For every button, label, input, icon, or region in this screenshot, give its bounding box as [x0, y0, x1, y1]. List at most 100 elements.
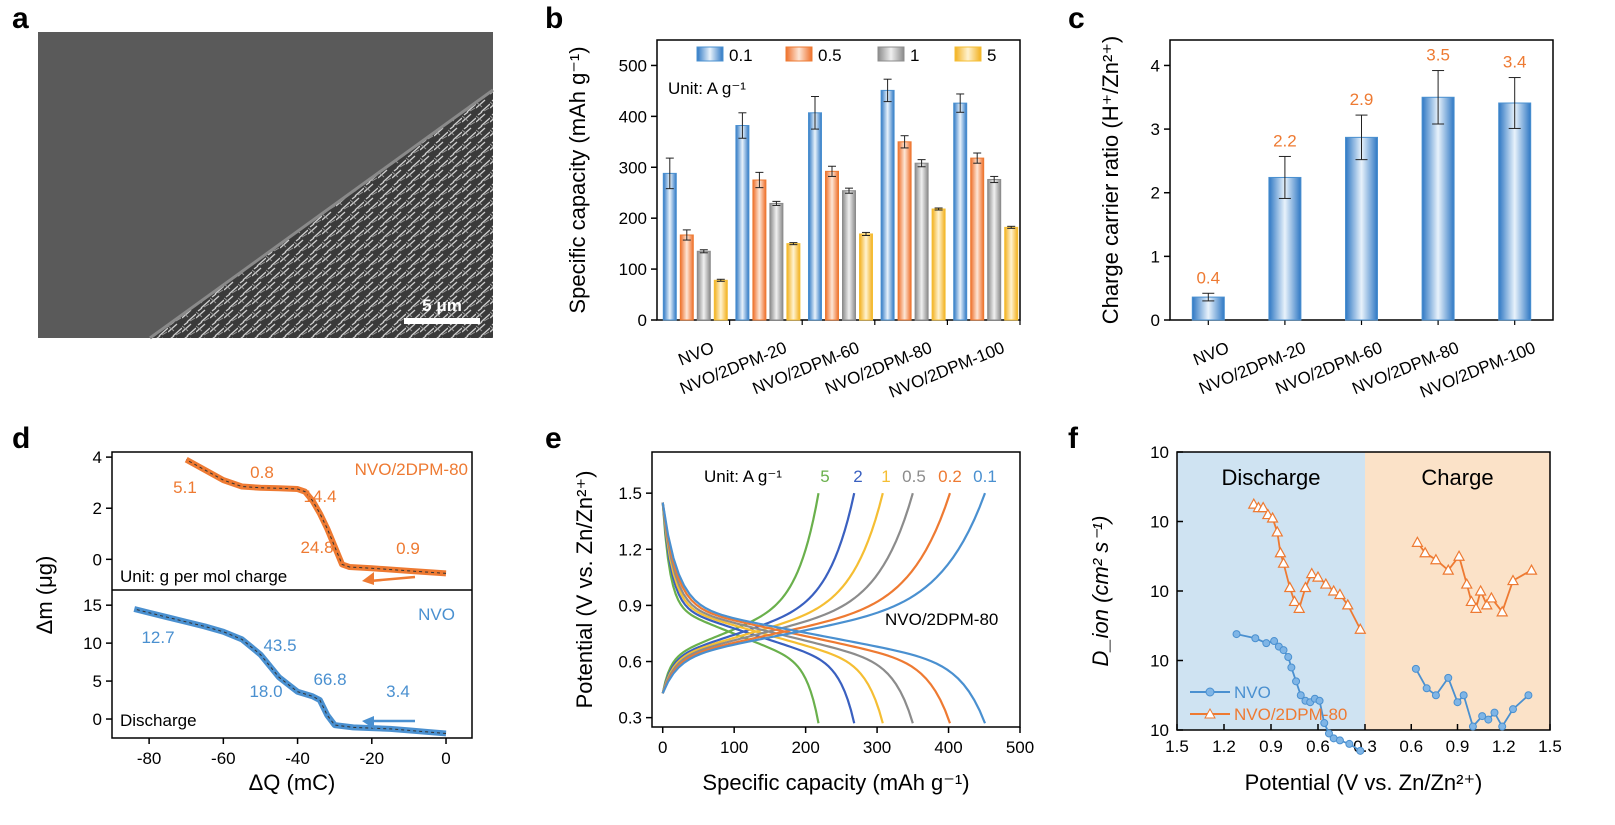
panel-d-mass-charge: -80 -60 -40 -20 0 ΔQ (mC) Δm (μg) 0 2 4 NVO/2DPM-8… — [32, 448, 473, 795]
bar-c — [1268, 176, 1302, 321]
x-tick-label-b: NVO — [676, 338, 717, 369]
y-tick-label-f: 10 — [1150, 721, 1169, 740]
slope-label-d: 24.8 — [300, 538, 333, 557]
x-tick-label-f: 0.9 — [1259, 737, 1283, 756]
legend-marker-blue — [1205, 687, 1215, 697]
panel-e-gcd-curves: 0 100 200 300 400 500 0.3 0.6 0.9 1.2 1.5 Specific … — [572, 451, 1034, 795]
marker-orange — [1283, 581, 1296, 593]
arrow-head — [362, 716, 374, 729]
slope-label-d: 3.4 — [386, 682, 410, 701]
data-label-c: 3.4 — [1503, 53, 1527, 72]
subplot-note-d: Unit: g per mol charge — [120, 567, 287, 586]
x-tick-label-e: 400 — [934, 738, 962, 757]
x-tick-label-f: 1.5 — [1165, 737, 1189, 756]
x-tick-label-d: -40 — [285, 749, 310, 768]
marker-blue — [1315, 696, 1324, 705]
marker-orange — [1274, 546, 1287, 558]
y-tick-label-c: 4 — [1151, 56, 1160, 75]
bar-gray — [987, 178, 1002, 321]
marker-orange — [1333, 588, 1346, 600]
discharge-curve-darkblue — [661, 502, 856, 724]
bar-yellow — [931, 208, 946, 321]
charge-curve-gray — [661, 492, 914, 694]
y-tick-label-b: 300 — [619, 158, 647, 177]
y-tick-label-e: 0.6 — [618, 653, 642, 672]
x-tick-label-f: 0.9 — [1446, 737, 1470, 756]
subplot-note-d: Discharge — [120, 711, 197, 730]
x-tick-label-f: 1.2 — [1492, 737, 1516, 756]
x-tick-label-e: 200 — [791, 738, 819, 757]
y-tick-label-d: 5 — [93, 672, 102, 691]
marker-orange — [1271, 525, 1284, 537]
marker-blue — [1453, 698, 1462, 707]
marker-orange — [1442, 563, 1455, 575]
marker-blue — [1345, 739, 1354, 748]
marker-orange — [1429, 553, 1442, 565]
panel-label-e: e — [545, 422, 562, 455]
x-tick-label-f: 0.6 — [1306, 737, 1330, 756]
legend-label-orange: NVO/2DPM-80 — [1234, 705, 1347, 724]
bar-blue — [953, 102, 968, 321]
region-label-discharge: Discharge — [1221, 465, 1320, 490]
sample-label-e: NVO/2DPM-80 — [885, 610, 998, 629]
y-tick-label-e: 0.9 — [618, 596, 642, 615]
marker-blue — [1411, 664, 1420, 673]
fit-line — [134, 608, 447, 734]
bar-gray — [769, 202, 784, 321]
y-axis-label-d: Δm (μg) — [32, 556, 57, 635]
plot-frame-e — [651, 451, 1021, 728]
x-tick-label-d: 0 — [441, 749, 450, 768]
plot-frame-d — [111, 451, 473, 739]
legend-label: 0.1 — [729, 46, 753, 65]
y-tick-label-c: 2 — [1151, 184, 1160, 203]
legend-marker-orange — [1204, 707, 1216, 719]
bar-yellow — [786, 243, 801, 321]
y-tick-label-b: 400 — [619, 107, 647, 126]
x-tick-label-e: 100 — [720, 738, 748, 757]
marker-orange — [1277, 556, 1290, 568]
y-axis-label-e: Potential (V vs. Zn/Zn²⁺) — [572, 471, 597, 709]
y-axis-label-b: Specific capacity (mAh g⁻¹) — [565, 46, 590, 313]
y-tick-label-d: 2 — [93, 499, 102, 518]
arrow-head — [362, 572, 374, 585]
marker-orange — [1480, 598, 1493, 610]
marker-orange — [1305, 567, 1318, 579]
y-tick-label-b: 0 — [638, 311, 647, 330]
region-label-charge: Charge — [1421, 465, 1493, 490]
series-name-d: NVO — [418, 605, 455, 624]
bar-blue — [735, 125, 750, 321]
marker-blue — [1232, 630, 1241, 639]
y-axis-label-f: D_ion (cm² s⁻¹) — [1088, 516, 1113, 667]
y-tick-label-e: 1.2 — [618, 540, 642, 559]
scale-bar — [404, 318, 480, 324]
marker-orange — [1506, 574, 1520, 586]
bar-yellow — [1004, 226, 1019, 321]
y-tick-label-b: 100 — [619, 260, 647, 279]
marker-blue — [1509, 705, 1517, 714]
unit-note-b: Unit: A g⁻¹ — [668, 79, 746, 98]
marker-blue — [1422, 684, 1431, 693]
bar-gray — [842, 190, 856, 321]
panel-label-d: d — [12, 422, 30, 455]
marker-blue — [1324, 729, 1333, 738]
marker-blue — [1284, 653, 1293, 662]
x-tick-label-d: -60 — [211, 749, 236, 768]
marker-orange — [1257, 501, 1270, 513]
y-tick-label-d: 10 — [83, 634, 102, 653]
marker-blue — [1251, 634, 1260, 643]
slope-label-d: 0.8 — [250, 463, 274, 482]
x-tick-label-e: 0 — [658, 738, 667, 757]
y-tick-label-c: 0 — [1151, 311, 1160, 330]
x-tick-label-f: 0.3 — [1353, 737, 1377, 756]
rate-label-e: 2 — [853, 467, 862, 486]
data-label-c: 3.5 — [1426, 46, 1450, 65]
y-tick-label-d: 0 — [93, 710, 102, 729]
y-tick-label-d: 4 — [93, 448, 102, 467]
marker-orange — [1453, 550, 1466, 561]
marker-orange — [1319, 577, 1332, 589]
sem-image: 5 μm — [38, 32, 494, 340]
marker-orange — [1474, 584, 1487, 596]
marker-blue — [1270, 637, 1279, 646]
x-tick-label-f: 1.5 — [1538, 737, 1562, 756]
rate-label-e: 0.2 — [938, 467, 962, 486]
